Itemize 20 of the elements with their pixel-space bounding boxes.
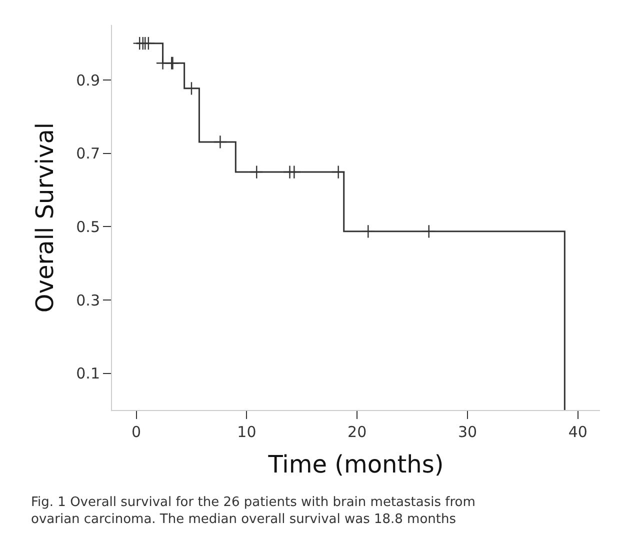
y-tick-label: 0.5: [76, 218, 100, 236]
y-axis-title: Overall Survival: [31, 122, 60, 313]
x-axis-title: Time (months): [267, 450, 444, 478]
point: [213, 135, 228, 149]
point: [287, 165, 302, 179]
caption: Fig. 1 Overall survival for the 26 patients with brain metastasis from ovarian carcinoma. The median overall survival was 18.8 months: [31, 495, 476, 527]
y-tick-label: 0.9: [76, 71, 100, 90]
y-tick-label: 0.7: [76, 144, 100, 163]
x-tick-label: 10: [237, 423, 256, 441]
x-tick-label: 30: [458, 423, 478, 441]
x-tick-label: 0: [132, 423, 142, 441]
x-tick-label: 20: [348, 423, 367, 441]
y-tick-label: 0.1: [76, 364, 100, 383]
point: [361, 224, 376, 238]
x-tick-label: 40: [568, 423, 588, 441]
point: [184, 82, 198, 96]
point: [422, 224, 436, 238]
y-tick-label: 0.3: [76, 291, 100, 310]
point: [250, 165, 264, 179]
point: [331, 165, 346, 179]
